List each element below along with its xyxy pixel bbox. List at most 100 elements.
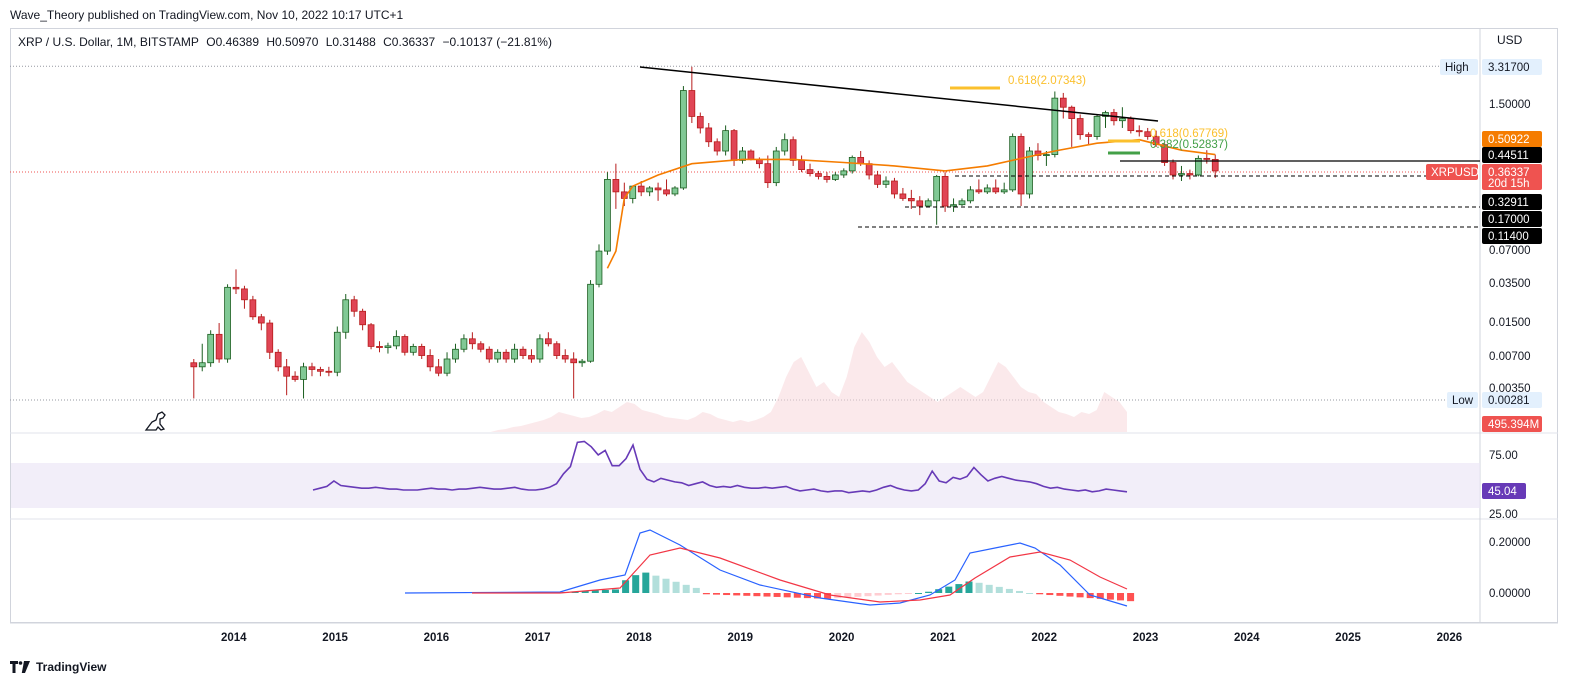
macd-histogram-bar (824, 593, 832, 599)
time-tick-label: 2021 (930, 632, 956, 644)
candle-body (1135, 130, 1143, 133)
candle-body (587, 283, 594, 362)
macd-tick-000: 0.00000 (1489, 588, 1531, 600)
macd-histogram-bar (773, 593, 781, 597)
candle-body (1127, 118, 1135, 132)
level-017000-label: 0.17000 (1488, 214, 1530, 226)
macd-histogram-bar (713, 593, 720, 595)
fib-0618-lower-label: 0.618(0.67769) (1150, 128, 1228, 140)
candle-body (257, 316, 265, 324)
candle-body (1043, 154, 1050, 156)
candle-body (190, 362, 198, 368)
macd-histogram-bar (925, 591, 933, 593)
candle-body (426, 355, 434, 368)
macd-histogram-bar (793, 593, 801, 598)
candle-body (730, 130, 738, 161)
time-tick-label: 2024 (1234, 632, 1260, 644)
macd-histogram-bar (743, 593, 751, 596)
macd-histogram-bar (814, 593, 821, 599)
tradingview-footer[interactable]: TradingView (10, 660, 106, 674)
symbol-name: XRP / U.S. Dollar, 1M, BITSTAMP (18, 35, 199, 49)
candle-body (958, 200, 966, 206)
candle-body (198, 362, 206, 368)
level-032911-label: 0.32911 (1488, 197, 1529, 209)
candle-body (646, 187, 653, 193)
candle-body (1178, 173, 1185, 176)
candle-body (494, 351, 502, 360)
macd-histogram-bar (783, 593, 791, 598)
low-label-text: Low (1452, 395, 1474, 407)
candle-body (1194, 157, 1202, 176)
candle-body (941, 175, 949, 207)
candle-body (975, 189, 983, 193)
publisher-line: Wave_Theory published on TradingView.com… (10, 8, 404, 22)
candle-body (1085, 134, 1092, 137)
macd-histogram-bar (975, 582, 983, 593)
candle-body (806, 169, 814, 174)
ema-value-label-bg (1482, 131, 1542, 147)
candle-body (350, 299, 358, 312)
candle-body (578, 360, 586, 364)
candle-body (393, 336, 400, 347)
macd-histogram-bar (894, 593, 902, 595)
candle-body (705, 127, 713, 143)
macd-histogram-bar (1117, 593, 1124, 601)
candle-body (1026, 150, 1033, 195)
candle-body (460, 338, 468, 350)
symbol-legend[interactable]: XRP / U.S. Dollar, 1M, BITSTAMP O0.46389… (18, 35, 556, 49)
macd-histogram-bar (632, 575, 640, 593)
macd-histogram-bar (672, 581, 680, 593)
macd-histogram-bar (1056, 593, 1064, 596)
candle-body (232, 286, 240, 290)
candle-body (882, 180, 890, 185)
candle-body (789, 139, 797, 161)
candle-body (561, 355, 569, 360)
level-032911-label-bg (1482, 194, 1542, 210)
candle-body (435, 366, 442, 374)
ohlc-open: O0.46389 (206, 35, 259, 49)
candle-body (924, 200, 932, 207)
rsi-band (11, 463, 1480, 508)
candle-body (207, 333, 215, 364)
macd-histogram-bar (723, 593, 731, 596)
macd-histogram-bar (1026, 593, 1034, 594)
level-011400-label: 0.11400 (1488, 231, 1529, 243)
macd-histogram-bar (874, 593, 882, 596)
macd-histogram-bar (1016, 590, 1023, 593)
price-tick-label: 0.07000 (1489, 245, 1531, 257)
candle-body (1203, 157, 1211, 160)
macd-tick-020: 0.20000 (1489, 537, 1531, 549)
candle-body (528, 355, 535, 360)
candle-body (342, 299, 350, 333)
candle-body (1093, 116, 1101, 137)
rsi-value-bg (1482, 483, 1526, 499)
candle-body (865, 163, 873, 176)
macd-histogram-bar (1046, 593, 1054, 596)
level-017000-label-bg (1482, 211, 1542, 227)
macd-histogram-bar (733, 593, 741, 596)
macd-histogram-bar (985, 584, 993, 593)
candle-body (815, 173, 822, 177)
high-label: 3.31700 (1488, 62, 1530, 74)
macd-histogram-bar (965, 581, 973, 593)
time-tick-label: 2017 (525, 632, 551, 644)
macd-histogram-bar (591, 590, 599, 593)
macd-histogram-bar (864, 593, 872, 597)
candle-body (1051, 97, 1059, 155)
candle-body (485, 348, 493, 360)
candle-body (266, 322, 274, 353)
candle-body (637, 185, 645, 193)
candle-body (224, 286, 231, 360)
candle-body (325, 370, 333, 373)
low-label-bg (1482, 392, 1542, 408)
candle-body (781, 139, 789, 152)
price-tick-label: 1.50000 (1489, 99, 1531, 111)
candle-body (612, 179, 620, 193)
macd-histogram-bar (854, 593, 862, 597)
candle-body (536, 338, 544, 360)
candle-body (300, 366, 307, 380)
candle-body (891, 180, 898, 195)
ohlc-close: C0.36337 (383, 35, 436, 49)
candle-body (511, 348, 518, 360)
